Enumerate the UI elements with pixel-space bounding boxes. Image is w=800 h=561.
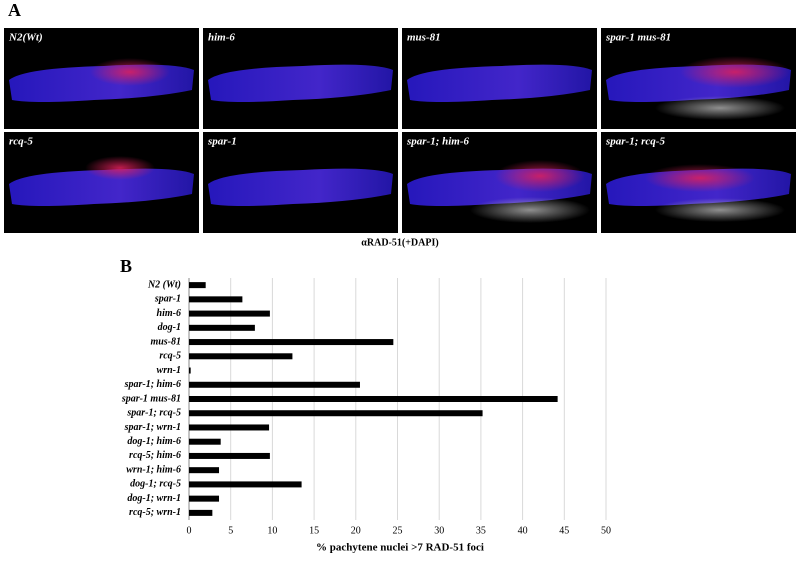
image-label: spar-1; rcq-5 — [605, 136, 665, 148]
x-tick-label: 10 — [267, 525, 277, 536]
image-label: N2(Wt) — [8, 32, 43, 44]
bar — [189, 324, 255, 331]
panel-label: A — [8, 0, 21, 20]
x-tick-label: 50 — [601, 525, 611, 536]
bar — [189, 509, 213, 516]
x-tick-label: 40 — [518, 525, 528, 536]
bar — [189, 495, 220, 502]
y-tick-label: dog-1 — [158, 322, 181, 333]
panel-label: B — [120, 256, 132, 276]
y-tick-label: spar-1; him-6 — [124, 379, 181, 390]
x-tick-label: 25 — [393, 525, 403, 536]
y-tick-label: spar-1; wrn-1 — [124, 422, 181, 433]
x-tick-label: 15 — [309, 525, 319, 536]
y-tick-label: rcq-5 — [159, 351, 181, 362]
stain — [680, 56, 790, 88]
x-axis-title: % pachytene nuclei >7 RAD-51 foci — [316, 542, 484, 554]
bar — [189, 353, 293, 360]
y-tick-label: dog-1; him-6 — [127, 436, 181, 447]
caption: αRAD-51(+DAPI) — [361, 237, 438, 248]
y-tick-label: mus-81 — [150, 336, 181, 347]
image-label: him-6 — [208, 32, 235, 44]
x-tick-label: 20 — [351, 525, 361, 536]
image-label: mus-81 — [407, 32, 441, 44]
bar — [189, 396, 558, 402]
stain — [645, 164, 755, 192]
stain — [655, 96, 785, 120]
stain — [85, 156, 155, 180]
stain — [90, 58, 170, 86]
y-tick-label: wrn-1; him-6 — [126, 464, 181, 475]
y-tick-label: spar-1 mus-81 — [121, 393, 181, 404]
x-tick-label: 5 — [228, 525, 233, 536]
x-tick-label: 45 — [559, 525, 569, 536]
micrograph — [4, 132, 199, 233]
y-tick-label: him-6 — [157, 308, 181, 319]
image-label: spar-1 mus-81 — [605, 32, 671, 44]
bar — [189, 438, 221, 445]
x-tick-label: 0 — [187, 525, 192, 536]
bar — [189, 467, 220, 474]
y-tick-label: rcq-5; wrn-1 — [129, 507, 181, 518]
micrographs — [4, 28, 796, 233]
bar — [189, 424, 270, 431]
bar — [189, 296, 243, 303]
image-label: rcq-5 — [9, 136, 33, 148]
x-tick-label: 30 — [434, 525, 444, 536]
bar — [189, 367, 191, 374]
image-label: spar-1; him-6 — [406, 136, 470, 148]
bar — [189, 310, 270, 317]
y-tick-label: spar-1; rcq-5 — [126, 408, 181, 419]
y-tick-label: wrn-1 — [157, 365, 181, 376]
y-tick-label: spar-1 — [154, 294, 181, 305]
y-tick-label: N2 (Wt) — [147, 279, 181, 290]
y-tick-label: rcq-5; him-6 — [129, 450, 181, 461]
stain — [495, 160, 585, 192]
bar — [189, 452, 270, 459]
image-label: spar-1 — [207, 136, 237, 148]
bar — [189, 410, 483, 417]
y-tick-label: dog-1; rcq-5 — [130, 479, 181, 490]
bar — [189, 282, 206, 289]
bar — [189, 481, 302, 488]
stain — [470, 197, 590, 223]
stain — [655, 198, 785, 222]
y-tick-label: dog-1; wrn-1 — [127, 493, 181, 504]
bar — [189, 339, 394, 346]
x-tick-label: 35 — [476, 525, 486, 536]
bar — [189, 381, 360, 388]
